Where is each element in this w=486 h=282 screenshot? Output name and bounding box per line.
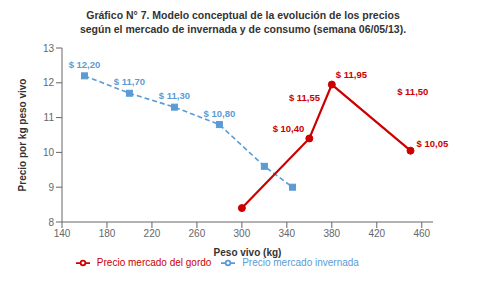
- svg-text:11: 11: [44, 112, 55, 123]
- svg-text:Precio por kg peso vivo: Precio por kg peso vivo: [17, 79, 28, 192]
- html-text:Gráfico N° 7. Modelo conceptua: Gráfico N° 7. Modelo conceptual de la ev…: [86, 9, 400, 21]
- svg-text:180: 180: [99, 228, 116, 239]
- html-text:Precio mercado invernada: Precio mercado invernada: [239, 256, 359, 268]
- svg-text:340: 340: [279, 228, 296, 239]
- svg-text:140: 140: [54, 228, 71, 239]
- svg-text:$ 12,20: $ 12,20: [69, 59, 101, 70]
- svg-text:420: 420: [368, 228, 385, 239]
- svg-text:$ 11,55: $ 11,55: [289, 92, 321, 103]
- svg-text:10: 10: [43, 147, 55, 158]
- svg-text:9: 9: [48, 182, 54, 193]
- svg-text:460: 460: [413, 228, 430, 239]
- svg-text:$ 10,05: $ 10,05: [417, 138, 449, 149]
- svg-text:300: 300: [234, 228, 251, 239]
- svg-text:8: 8: [48, 217, 54, 228]
- html-text:Precio mercado del gordo: Precio mercado del gordo: [94, 256, 212, 268]
- svg-text:260: 260: [189, 228, 206, 239]
- svg-text:220: 220: [144, 228, 161, 239]
- svg-text:380: 380: [323, 228, 340, 239]
- svg-text:13: 13: [43, 43, 55, 54]
- html-text:según el mercado de invernada: según el mercado de invernada y de consu…: [79, 23, 407, 35]
- svg-text:12: 12: [43, 77, 55, 88]
- svg-text:$ 11,95: $ 11,95: [336, 69, 368, 80]
- svg-text:$ 11,50: $ 11,50: [397, 86, 428, 97]
- svg-text:$ 10,80: $ 10,80: [204, 108, 236, 119]
- svg-text:$ 11,70: $ 11,70: [114, 76, 145, 87]
- svg-text:$ 11,30: $ 11,30: [159, 90, 190, 101]
- svg-text:$ 10,40: $ 10,40: [273, 123, 305, 134]
- svg-text:Peso vivo (kg): Peso vivo (kg): [214, 247, 282, 258]
